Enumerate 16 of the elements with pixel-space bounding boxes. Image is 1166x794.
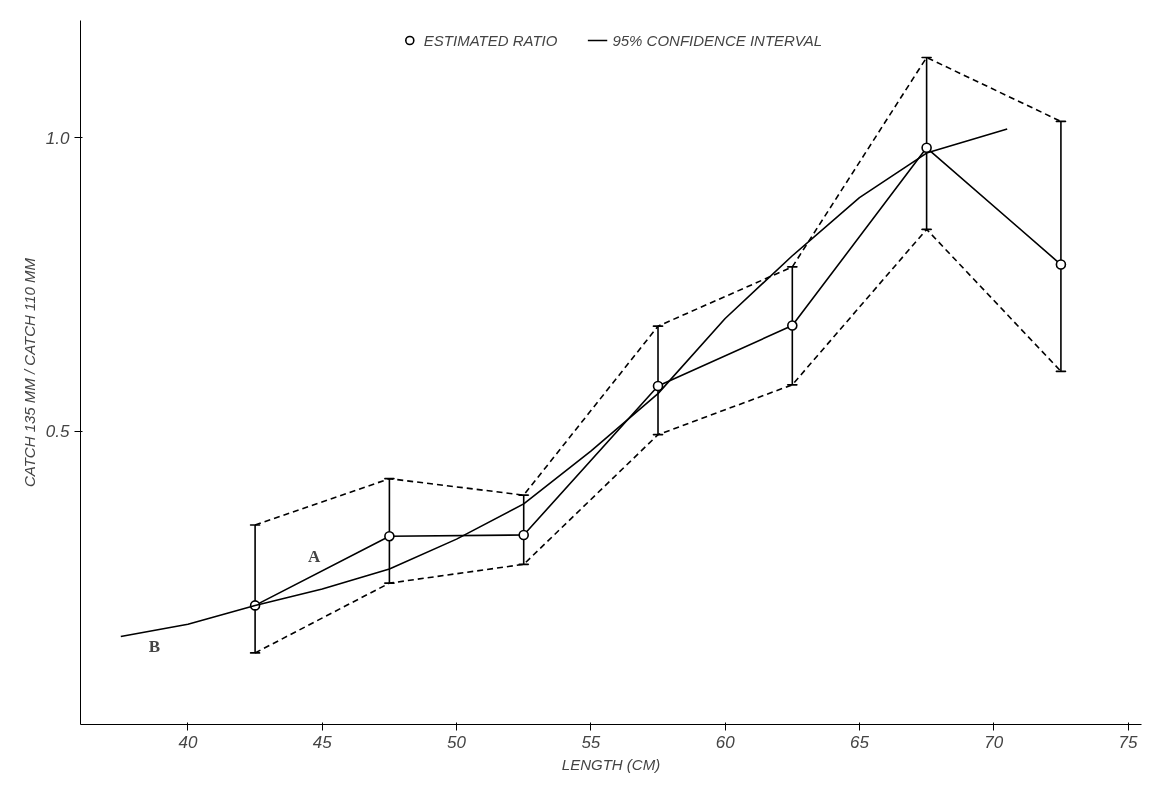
y-axis-title: CATCH 135 MM / CATCH 110 MM [20, 257, 38, 488]
y-tick-label: 1.0 [45, 128, 71, 148]
annotation: A [308, 547, 322, 567]
annotation: B [148, 636, 161, 656]
x-tick-label: 75 [1118, 732, 1139, 752]
x-tick-label: 45 [312, 732, 333, 752]
x-axis-title: LENGTH (CM) [561, 755, 661, 773]
y-tick-label: 0.5 [45, 422, 71, 442]
x-tick-label: 70 [984, 732, 1004, 752]
x-tick-label: 60 [715, 732, 736, 752]
x-tick-label: 65 [850, 732, 870, 752]
x-tick-label: 50 [447, 732, 467, 752]
annotation: 95% CONFIDENCE INTERVAL [612, 31, 823, 49]
x-tick-label: 55 [581, 732, 601, 752]
legend-label: ESTIMATED RATIO [423, 31, 558, 49]
x-tick-label: 40 [178, 732, 198, 752]
